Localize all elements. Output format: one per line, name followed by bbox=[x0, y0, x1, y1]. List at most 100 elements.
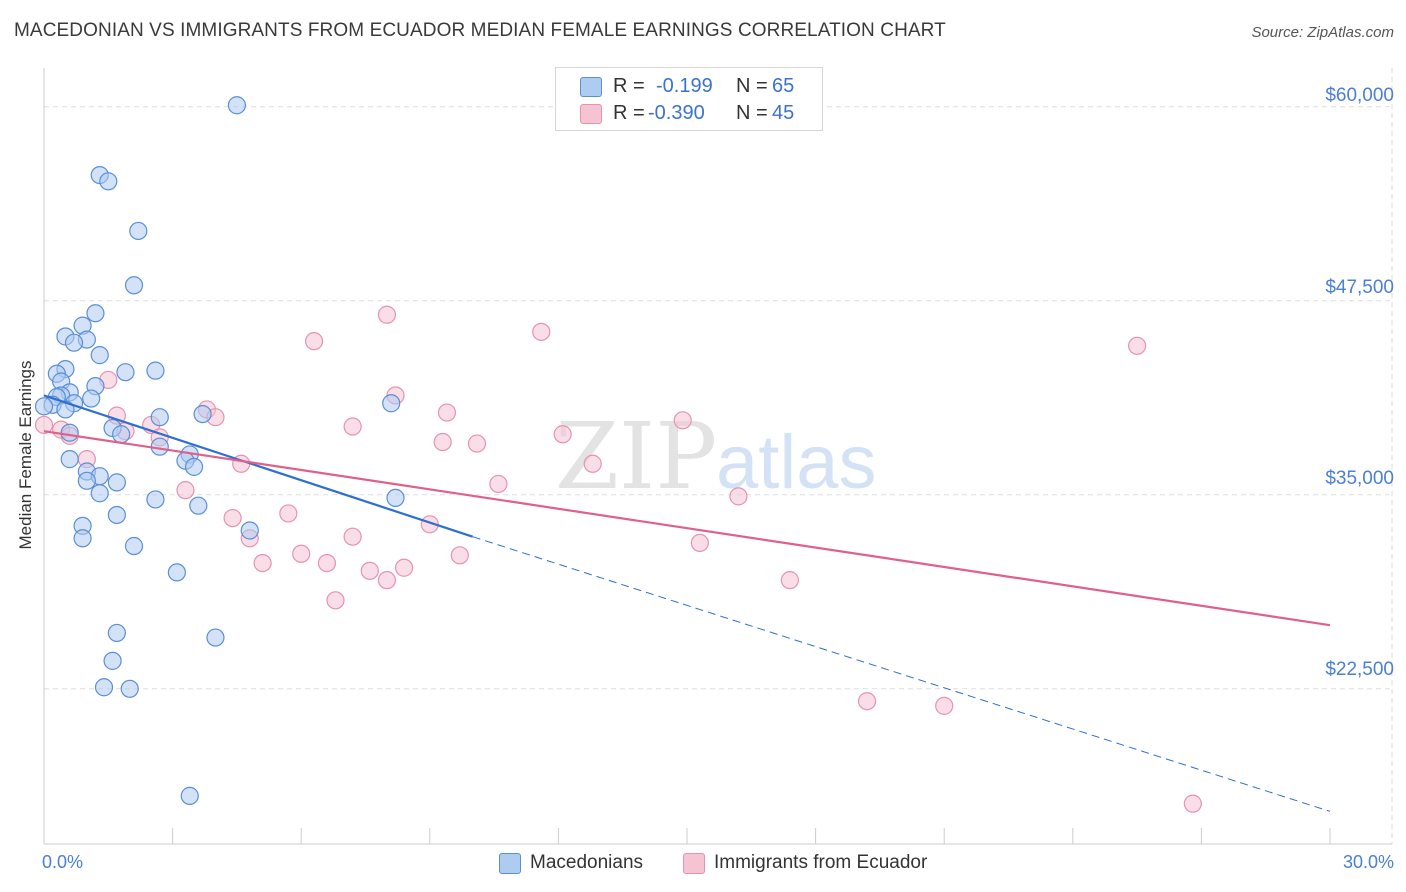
ecuador-point bbox=[176, 481, 195, 500]
macedonian-point bbox=[90, 484, 109, 503]
ecuador-point bbox=[343, 527, 362, 546]
macedonian-points bbox=[34, 96, 405, 805]
y-tick-22500: $22,500 bbox=[1325, 659, 1394, 680]
ecuador-point bbox=[223, 508, 242, 528]
grid-lines bbox=[44, 68, 1393, 844]
macedonian-point bbox=[86, 304, 105, 323]
macedonian-point bbox=[64, 333, 84, 352]
macedonian-point bbox=[124, 276, 144, 295]
macedonian-point bbox=[99, 172, 118, 191]
macedonian-point bbox=[82, 389, 101, 408]
macedonian-point bbox=[60, 423, 79, 442]
macedonian-point bbox=[146, 490, 165, 509]
macedonian-point bbox=[107, 473, 126, 492]
ecuador-point bbox=[467, 434, 487, 453]
stats-row-macedonians: R = -0.199 N = 65 bbox=[556, 74, 822, 100]
ecuador-point bbox=[780, 571, 799, 590]
y-axis-label: Median Female Earnings bbox=[16, 360, 35, 550]
macedonian-trend-line bbox=[43, 394, 474, 538]
n-label: N = bbox=[736, 75, 768, 97]
ecuador-point bbox=[857, 692, 877, 711]
r-value: -0.390 bbox=[648, 102, 705, 124]
macedonian-point bbox=[129, 221, 148, 241]
stats-row-ecuador: R = -0.390 N = 45 bbox=[556, 101, 822, 127]
macedonian-point bbox=[56, 400, 75, 419]
n-value: 45 bbox=[772, 102, 795, 124]
macedonian-point bbox=[120, 679, 139, 698]
ecuador-point bbox=[292, 544, 311, 563]
macedonian-point bbox=[73, 529, 92, 548]
ecuador-point bbox=[34, 415, 54, 435]
macedonian-point bbox=[184, 457, 204, 476]
ecuador-point bbox=[673, 411, 692, 430]
macedonian-point bbox=[386, 488, 405, 508]
ecuador-point bbox=[317, 553, 337, 573]
macedonian-point bbox=[107, 623, 126, 643]
ecuador-point bbox=[343, 417, 362, 436]
macedonian-point bbox=[90, 346, 109, 365]
ecuador-trend-line bbox=[43, 430, 1331, 627]
y-tick-35000: $35,000 bbox=[1325, 468, 1394, 489]
n-label: N = bbox=[736, 102, 768, 124]
macedonian-point bbox=[77, 471, 96, 490]
watermark-zip: ZIP bbox=[555, 403, 717, 510]
macedonian-point bbox=[150, 408, 169, 427]
macedonian-point bbox=[189, 496, 208, 515]
ecuador-point bbox=[253, 553, 272, 573]
macedonian-point bbox=[107, 505, 126, 525]
ecuador-point bbox=[360, 561, 379, 580]
ecuador-point bbox=[437, 403, 457, 422]
ecuador-point bbox=[935, 696, 954, 715]
source-label: Source: ZipAtlas.com bbox=[1251, 24, 1394, 41]
trend-lines bbox=[43, 394, 1331, 812]
macedonian-point bbox=[34, 397, 54, 416]
legend-label: Immigrants from Ecuador bbox=[714, 852, 928, 873]
ecuador-point bbox=[532, 322, 551, 341]
watermark: ZIP atlas bbox=[555, 403, 877, 510]
ecuador-point bbox=[326, 591, 345, 610]
legend-label: Macedonians bbox=[530, 852, 644, 873]
ecuador-point bbox=[279, 504, 298, 523]
stats-box: R = -0.199 N = 65 R = -0.390 N = 45 bbox=[555, 67, 823, 131]
ecuador-point bbox=[450, 546, 469, 565]
ecuador-point bbox=[553, 425, 572, 444]
ecuador-point bbox=[1127, 336, 1147, 355]
y-tick-47500: $47,500 bbox=[1325, 277, 1394, 298]
macedonian-trend-extension bbox=[472, 536, 1331, 812]
macedonian-point bbox=[193, 404, 212, 424]
ecuador-point bbox=[1183, 794, 1202, 813]
macedonian-point bbox=[227, 96, 246, 115]
axes bbox=[43, 68, 1392, 845]
x-tick-min: 0.0% bbox=[42, 852, 84, 872]
ecuador-points bbox=[34, 305, 1202, 813]
ecuador-point bbox=[304, 332, 324, 351]
legend-swatch-blue bbox=[499, 853, 521, 874]
macedonian-point bbox=[103, 651, 122, 670]
ecuador-point bbox=[377, 305, 397, 324]
ecuador-point bbox=[377, 571, 397, 590]
macedonian-point bbox=[146, 361, 165, 380]
r-label: R = bbox=[613, 102, 645, 124]
n-value: 65 bbox=[772, 75, 795, 97]
macedonian-point bbox=[167, 563, 186, 582]
ecuador-point bbox=[729, 487, 748, 506]
chart-title: MACEDONIAN VS IMMIGRANTS FROM ECUADOR ME… bbox=[14, 20, 946, 41]
ecuador-point bbox=[690, 533, 709, 553]
macedonian-point bbox=[112, 425, 131, 444]
legend-swatch-pink bbox=[683, 853, 705, 874]
swatch-blue bbox=[580, 77, 602, 97]
y-tick-60000: $60,000 bbox=[1325, 85, 1394, 106]
ecuador-point bbox=[433, 432, 452, 452]
macedonian-point bbox=[206, 628, 225, 647]
macedonian-point bbox=[124, 536, 144, 556]
x-tick-max: 30.0% bbox=[1342, 852, 1394, 872]
macedonian-point bbox=[382, 394, 401, 413]
r-label: R = bbox=[613, 75, 645, 97]
macedonian-point bbox=[116, 363, 135, 382]
macedonian-point bbox=[180, 786, 199, 805]
ecuador-point bbox=[583, 454, 602, 473]
macedonian-point bbox=[94, 678, 114, 697]
ecuador-point bbox=[394, 558, 414, 577]
swatch-pink bbox=[580, 104, 602, 124]
